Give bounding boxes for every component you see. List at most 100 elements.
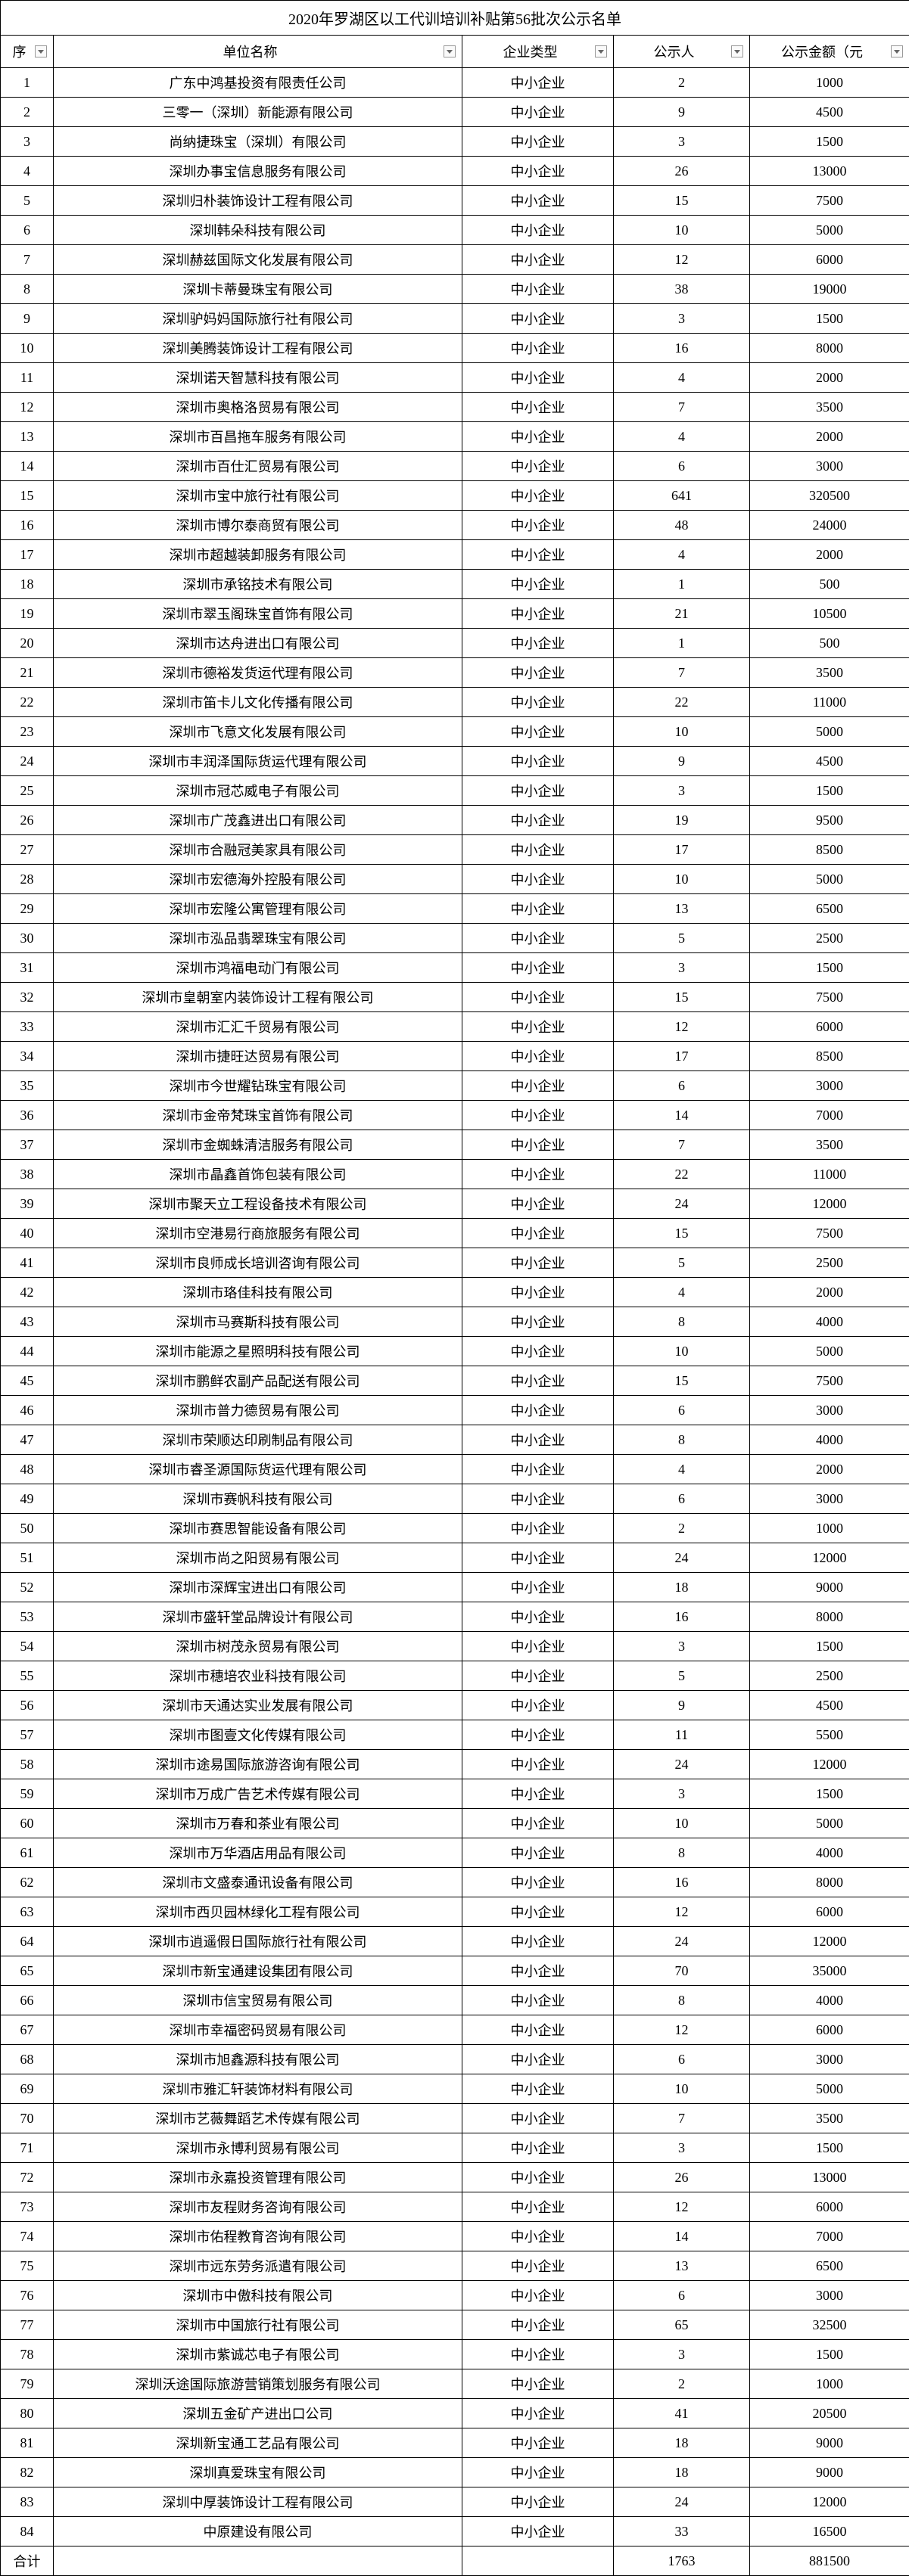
col-header-type[interactable]: 企业类型 [462, 36, 614, 68]
cell-seq: 36 [1, 1101, 54, 1130]
table-row: 60深圳市万春和茶业有限公司中小企业105000 [1, 1809, 909, 1838]
cell-people: 15 [614, 983, 750, 1012]
cell-type: 中小企业 [462, 186, 614, 216]
cell-amount: 4500 [750, 747, 909, 776]
cell-name: 深圳市珞佳科技有限公司 [54, 1278, 462, 1307]
cell-people: 6 [614, 1071, 750, 1101]
col-header-amount[interactable]: 公示金额（元 [750, 36, 909, 68]
cell-type: 中小企业 [462, 157, 614, 186]
cell-amount: 19000 [750, 275, 909, 304]
cell-amount: 8500 [750, 835, 909, 865]
cell-seq: 35 [1, 1071, 54, 1101]
cell-type: 中小企业 [462, 2281, 614, 2310]
cell-seq: 51 [1, 1543, 54, 1573]
cell-name: 深圳市尚之阳贸易有限公司 [54, 1543, 462, 1573]
table-row: 35深圳市今世耀钻珠宝有限公司中小企业63000 [1, 1071, 909, 1101]
table-row: 57深圳市图壹文化传媒有限公司中小企业115500 [1, 1720, 909, 1750]
cell-people: 13 [614, 894, 750, 924]
cell-amount: 2500 [750, 1661, 909, 1691]
cell-name: 深圳市宏隆公寓管理有限公司 [54, 894, 462, 924]
cell-people: 10 [614, 865, 750, 894]
table-row: 33深圳市汇汇千贸易有限公司中小企业126000 [1, 1012, 909, 1042]
cell-amount: 1500 [750, 1632, 909, 1661]
cell-type: 中小企业 [462, 1602, 614, 1632]
col-header-name[interactable]: 单位名称 [54, 36, 462, 68]
cell-amount: 12000 [750, 1543, 909, 1573]
cell-people: 4 [614, 422, 750, 452]
cell-name: 三零一（深圳）新能源有限公司 [54, 98, 462, 127]
cell-amount: 9000 [750, 2428, 909, 2458]
cell-seq: 70 [1, 2104, 54, 2133]
cell-seq: 22 [1, 688, 54, 717]
col-header-seq[interactable]: 序 [1, 36, 54, 68]
total-amount: 881500 [750, 2546, 909, 2576]
cell-people: 24 [614, 1543, 750, 1573]
cell-name: 深圳市宏德海外控股有限公司 [54, 865, 462, 894]
table-row: 49深圳市赛帆科技有限公司中小企业63000 [1, 1484, 909, 1514]
cell-name: 深圳市雅汇轩装饰材料有限公司 [54, 2074, 462, 2104]
cell-name: 深圳市今世耀钻珠宝有限公司 [54, 1071, 462, 1101]
cell-name: 深圳市永博利贸易有限公司 [54, 2133, 462, 2163]
filter-dropdown-icon[interactable] [595, 45, 607, 57]
cell-name: 深圳市途易国际旅游咨询有限公司 [54, 1750, 462, 1779]
cell-people: 18 [614, 1573, 750, 1602]
filter-dropdown-icon[interactable] [891, 45, 903, 57]
table-row: 56深圳市天通达实业发展有限公司中小企业94500 [1, 1691, 909, 1720]
filter-dropdown-icon[interactable] [35, 45, 47, 57]
filter-dropdown-icon[interactable] [731, 45, 743, 57]
cell-amount: 2500 [750, 924, 909, 953]
cell-people: 6 [614, 1396, 750, 1425]
table-row: 31深圳市鸿福电动门有限公司中小企业31500 [1, 953, 909, 983]
cell-people: 24 [614, 1189, 750, 1219]
table-row: 84中原建设有限公司中小企业3316500 [1, 2517, 909, 2546]
table-row: 52深圳市深辉宝进出口有限公司中小企业189000 [1, 1573, 909, 1602]
cell-amount: 6000 [750, 2015, 909, 2045]
cell-people: 10 [614, 1809, 750, 1838]
cell-people: 24 [614, 1927, 750, 1956]
table-row: 40深圳市空港易行商旅服务有限公司中小企业157500 [1, 1219, 909, 1248]
cell-name: 广东中鸿基投资有限责任公司 [54, 68, 462, 98]
cell-seq: 77 [1, 2310, 54, 2340]
cell-type: 中小企业 [462, 2310, 614, 2340]
cell-type: 中小企业 [462, 747, 614, 776]
table-row: 76深圳市中傲科技有限公司中小企业63000 [1, 2281, 909, 2310]
cell-type: 中小企业 [462, 1307, 614, 1337]
cell-seq: 53 [1, 1602, 54, 1632]
col-header-people[interactable]: 公示人 [614, 36, 750, 68]
cell-name: 深圳市达舟进出口有限公司 [54, 629, 462, 658]
table-row: 4深圳办事宝信息服务有限公司中小企业2613000 [1, 157, 909, 186]
cell-people: 10 [614, 1337, 750, 1366]
cell-name: 深圳市艺薇舞蹈艺术传媒有限公司 [54, 2104, 462, 2133]
cell-people: 22 [614, 1160, 750, 1189]
cell-people: 1 [614, 629, 750, 658]
table-row: 54深圳市树茂永贸易有限公司中小企业31500 [1, 1632, 909, 1661]
cell-type: 中小企业 [462, 334, 614, 363]
filter-dropdown-icon[interactable] [444, 45, 456, 57]
cell-amount: 3000 [750, 1071, 909, 1101]
cell-seq: 69 [1, 2074, 54, 2104]
table-row: 75深圳市远东劳务派遣有限公司中小企业136500 [1, 2251, 909, 2281]
cell-seq: 60 [1, 1809, 54, 1838]
cell-type: 中小企业 [462, 1514, 614, 1543]
cell-type: 中小企业 [462, 1425, 614, 1455]
cell-people: 26 [614, 157, 750, 186]
table-row: 37深圳市金蜘蛛清洁服务有限公司中小企业73500 [1, 1130, 909, 1160]
cell-people: 10 [614, 717, 750, 747]
cell-people: 11 [614, 1720, 750, 1750]
cell-seq: 12 [1, 393, 54, 422]
cell-people: 22 [614, 688, 750, 717]
cell-seq: 27 [1, 835, 54, 865]
cell-people: 6 [614, 452, 750, 481]
table-row: 74深圳市佑程教育咨询有限公司中小企业147000 [1, 2222, 909, 2251]
cell-amount: 5000 [750, 717, 909, 747]
cell-type: 中小企业 [462, 570, 614, 599]
table-row: 6深圳韩朵科技有限公司中小企业105000 [1, 216, 909, 245]
cell-name: 深圳市皇朝室内装饰设计工程有限公司 [54, 983, 462, 1012]
table-row: 50深圳市赛思智能设备有限公司中小企业21000 [1, 1514, 909, 1543]
cell-name: 深圳市广茂鑫进出口有限公司 [54, 806, 462, 835]
cell-people: 7 [614, 2104, 750, 2133]
cell-type: 中小企业 [462, 1455, 614, 1484]
cell-type: 中小企业 [462, 776, 614, 806]
cell-people: 14 [614, 1101, 750, 1130]
cell-type: 中小企业 [462, 835, 614, 865]
